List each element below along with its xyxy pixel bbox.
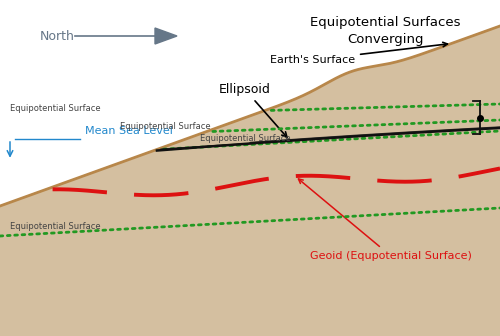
- Polygon shape: [155, 28, 177, 44]
- Text: Earth's Surface: Earth's Surface: [270, 42, 448, 65]
- Text: Equipotential Surface: Equipotential Surface: [10, 104, 101, 113]
- Text: Equipotential Surface: Equipotential Surface: [120, 122, 210, 131]
- Text: North: North: [40, 30, 75, 42]
- Text: Mean Sea Level: Mean Sea Level: [85, 126, 173, 136]
- Text: Ellipsoid: Ellipsoid: [219, 83, 287, 137]
- Text: Equipotential Surface: Equipotential Surface: [200, 134, 290, 143]
- Text: Equipotential Surfaces
Converging: Equipotential Surfaces Converging: [310, 16, 460, 46]
- Text: Geoid (Equpotential Surface): Geoid (Equpotential Surface): [298, 179, 472, 261]
- Text: Equipotential Surface: Equipotential Surface: [10, 222, 101, 231]
